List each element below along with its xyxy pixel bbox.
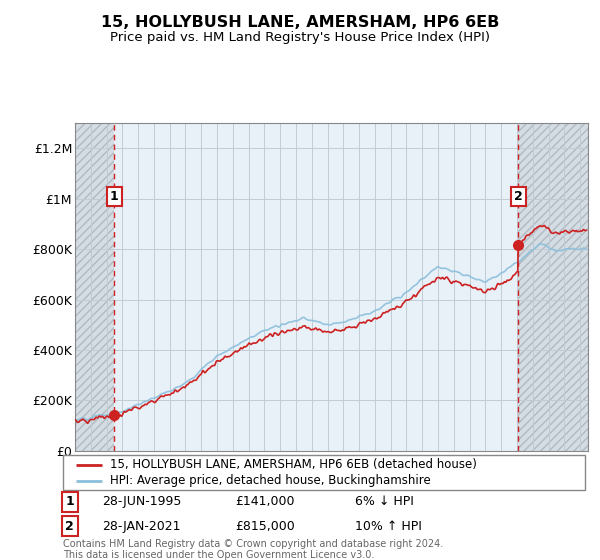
Text: 1: 1	[65, 496, 74, 508]
Text: £815,000: £815,000	[235, 520, 295, 533]
Bar	[518, 123, 588, 451]
Text: 2: 2	[65, 520, 74, 533]
Text: 10% ↑ HPI: 10% ↑ HPI	[355, 520, 422, 533]
Text: £141,000: £141,000	[235, 496, 295, 508]
Text: HPI: Average price, detached house, Buckinghamshire: HPI: Average price, detached house, Buck…	[110, 474, 431, 487]
Text: Contains HM Land Registry data © Crown copyright and database right 2024.
This d: Contains HM Land Registry data © Crown c…	[63, 539, 443, 560]
Text: 2: 2	[514, 190, 523, 203]
Bar	[75, 123, 115, 451]
Text: 6% ↓ HPI: 6% ↓ HPI	[355, 496, 414, 508]
Text: Price paid vs. HM Land Registry's House Price Index (HPI): Price paid vs. HM Land Registry's House …	[110, 31, 490, 44]
Text: 28-JUN-1995: 28-JUN-1995	[102, 496, 182, 508]
Text: 15, HOLLYBUSH LANE, AMERSHAM, HP6 6EB: 15, HOLLYBUSH LANE, AMERSHAM, HP6 6EB	[101, 15, 499, 30]
Text: 1: 1	[110, 190, 119, 203]
Text: 15, HOLLYBUSH LANE, AMERSHAM, HP6 6EB (detached house): 15, HOLLYBUSH LANE, AMERSHAM, HP6 6EB (d…	[110, 458, 477, 471]
Text: 28-JAN-2021: 28-JAN-2021	[102, 520, 181, 533]
FancyBboxPatch shape	[63, 455, 585, 490]
